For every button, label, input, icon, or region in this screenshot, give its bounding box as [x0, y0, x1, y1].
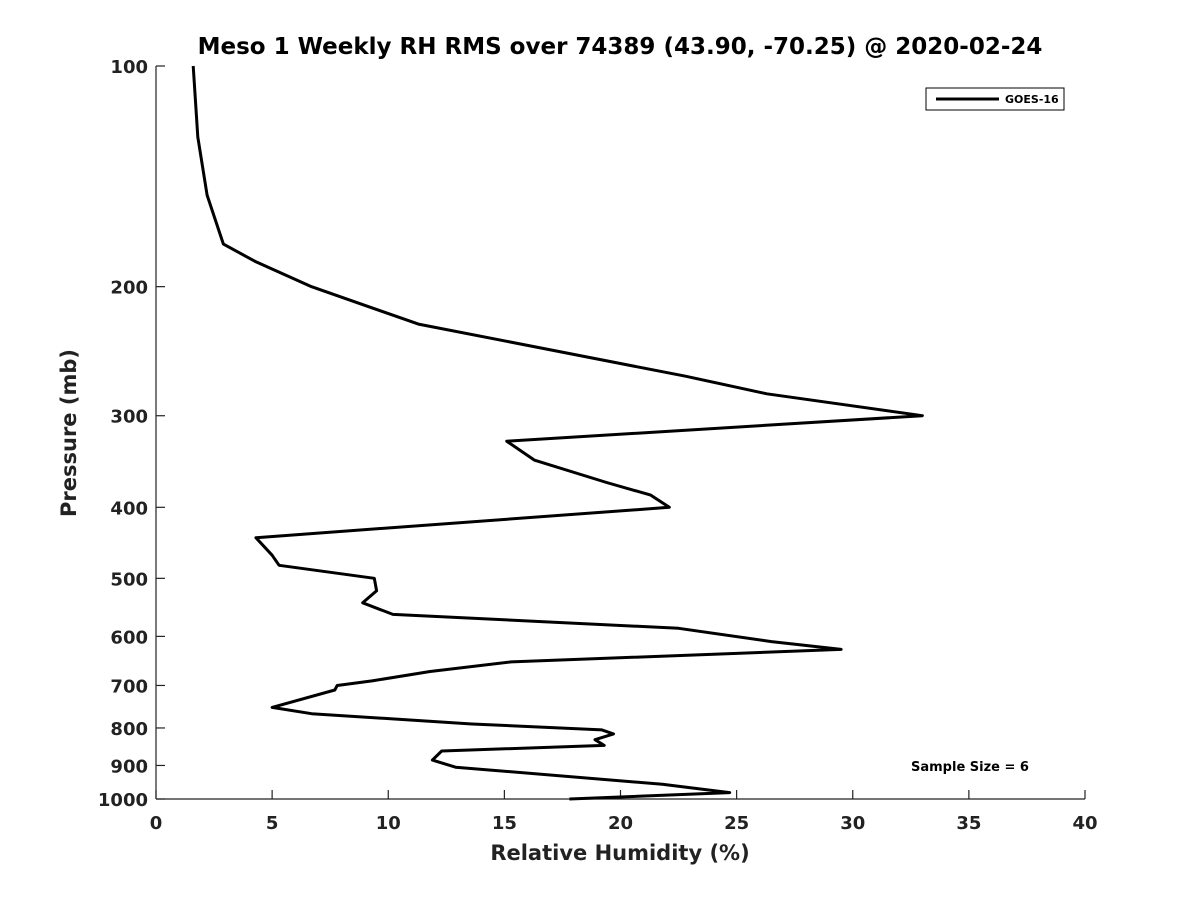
x-tick-label: 0 [150, 813, 163, 834]
y-tick-label: 900 [110, 756, 148, 777]
x-tick-label: 40 [1072, 813, 1097, 834]
chart-title: Meso 1 Weekly RH RMS over 74389 (43.90, … [198, 34, 1043, 60]
series-line-goes-16 [191, 65, 924, 801]
sample-size-annotation: Sample Size = 6 [911, 760, 1029, 775]
legend-label-goes-16: GOES-16 [1005, 93, 1059, 106]
x-tick-label: 25 [724, 813, 749, 834]
x-axis-label: Relative Humidity (%) [490, 841, 749, 865]
x-tick-label: 10 [376, 813, 401, 834]
y-tick-label: 100 [110, 57, 148, 78]
legend: GOES-16 [925, 87, 1065, 111]
y-tick-label: 1000 [98, 790, 148, 811]
x-tick-label: 30 [840, 813, 865, 834]
x-tick-label: 20 [608, 813, 633, 834]
y-tick-label: 700 [110, 676, 148, 697]
y-tick-label: 500 [110, 569, 148, 590]
y-tick-label: 600 [110, 627, 148, 648]
plot-area: 0 5 10 15 20 25 30 35 40 100 200 300 400 500 600 700 800… [98, 57, 1098, 834]
x-tick-label: 5 [266, 813, 279, 834]
x-tick-label: 35 [956, 813, 981, 834]
x-tick-label: 15 [492, 813, 517, 834]
y-tick-label: 200 [110, 278, 148, 299]
y-tick-label: 800 [110, 719, 148, 740]
y-tick-label: 400 [110, 498, 148, 519]
y-tick-label: 300 [110, 407, 148, 428]
y-axis-label: Pressure (mb) [57, 349, 81, 517]
